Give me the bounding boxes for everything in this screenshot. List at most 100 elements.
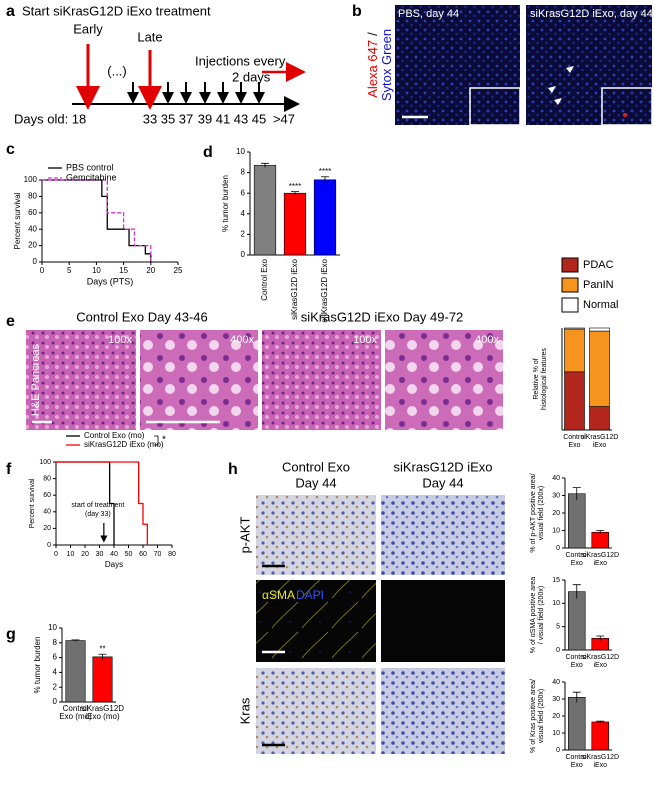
image [256, 668, 376, 754]
y-axis-label: / visual field (200x) [538, 586, 545, 644]
image [262, 330, 381, 430]
legend-label: siKrasG12D iExo (mo) [84, 440, 164, 449]
x-tick-label: iExo [593, 560, 607, 567]
x-tick-label: 15 [119, 266, 128, 275]
significance: **** [289, 182, 301, 191]
bar [92, 656, 113, 703]
column-title: siKrasG12D iExo [394, 459, 493, 474]
stain-label: Alexa 647 [365, 40, 380, 98]
timeline-text: Days old: 18 [14, 111, 86, 126]
y-tick-label: 0 [241, 250, 246, 259]
y-tick-label: 0 [556, 545, 560, 552]
significance: ** [99, 644, 105, 653]
image [381, 495, 505, 575]
x-tick-label: siKrasG12D iExo [290, 258, 299, 319]
error-bar [291, 191, 299, 195]
ihc-images [256, 495, 505, 754]
bar-segment [589, 327, 610, 332]
y-axis-label: histological features [541, 348, 548, 410]
error-bar [572, 691, 581, 703]
bar [567, 696, 586, 751]
day-label: 37 [179, 111, 193, 126]
x-tick-label: siKrasG12D [81, 704, 124, 713]
y-tick-label: 5 [556, 624, 560, 631]
bar-segment [564, 328, 585, 373]
image [381, 668, 505, 754]
image [385, 330, 503, 430]
error-bar [98, 653, 107, 660]
y-axis-label: visual field (200x) [538, 689, 545, 743]
image [140, 330, 258, 430]
day-label: 39 [198, 111, 212, 126]
timeline-text: Early [73, 21, 103, 36]
x-tick-label: 60 [139, 551, 147, 558]
error-bar [572, 584, 581, 599]
significance: * [162, 435, 166, 446]
legend-label: PDAC [583, 259, 614, 271]
x-tick-label: shKrasG12D iExo [320, 258, 329, 322]
y-tick-label: 20 [43, 525, 51, 532]
y-axis-label: % of αSMA positive area [530, 577, 537, 654]
legend-label: Control Exo (mo) [84, 431, 145, 440]
magnification: 100x [353, 334, 377, 346]
bar [313, 179, 337, 256]
x-tick-label: siKrasG12D [581, 434, 619, 441]
timeline-text: Injections every [195, 53, 286, 68]
day-label: >47 [273, 111, 295, 126]
y-tick-label: 100 [24, 175, 38, 184]
legend-label: Normal [583, 299, 618, 311]
timeline-text: (...) [107, 63, 127, 78]
day-label: 35 [161, 111, 175, 126]
y-tick-label: 60 [28, 208, 37, 217]
y-tick-label: 40 [43, 509, 51, 516]
x-tick-label: 10 [92, 266, 101, 275]
image [381, 580, 505, 662]
day-label: 33 [143, 111, 157, 126]
bar-segment [589, 406, 610, 431]
magnification: 400x [475, 334, 499, 346]
annotation: (day 33) [85, 511, 111, 518]
y-axis-label: % of Kras positive area/ [530, 679, 537, 753]
y-tick-label: 8 [241, 168, 246, 177]
x-tick-label: 0 [54, 551, 58, 558]
y-tick-label: 100 [39, 459, 51, 466]
legend-label: PanIN [583, 279, 614, 291]
y-tick-label: 8 [53, 638, 58, 647]
legend-label: Gemcitabine [66, 172, 117, 182]
x-tick-label: 0 [40, 266, 45, 275]
y-tick-label: 2 [53, 682, 58, 691]
y-tick-label: 0 [47, 542, 51, 549]
y-tick-label: 4 [53, 668, 58, 677]
survival-line [56, 461, 148, 545]
panel-label: f [6, 461, 12, 478]
row-label: Kras [237, 697, 252, 724]
x-tick-label: Control [565, 754, 588, 761]
panel-label: h [228, 461, 238, 478]
x-tick-label: 30 [96, 551, 104, 558]
timeline-text: 2 days [232, 69, 271, 84]
x-tick-label: 10 [67, 551, 75, 558]
row-label: p-AKT [237, 517, 252, 554]
column-title: Day 44 [295, 475, 336, 490]
y-tick-label: 20 [552, 713, 560, 720]
y-axis-label: visual field (200x) [538, 486, 545, 540]
separator: / [365, 32, 380, 36]
significance: **** [319, 167, 331, 176]
x-tick-label: siKrasG12D [581, 654, 619, 661]
x-tick-label: Exo [571, 560, 583, 567]
x-tick-label: Control [565, 654, 588, 661]
day-label: 41 [216, 111, 230, 126]
error-bar [321, 176, 329, 183]
x-tick-label: iExo (mo) [85, 712, 120, 721]
bar [591, 531, 610, 549]
inset [601, 87, 653, 126]
bar [65, 640, 86, 703]
y-tick-label: 20 [552, 510, 560, 517]
x-tick-label: Exo (mo) [59, 712, 92, 721]
y-tick-label: 80 [28, 192, 37, 201]
y-tick-label: 30 [552, 696, 560, 703]
bar [591, 721, 610, 751]
y-tick-label: 10 [552, 730, 560, 737]
x-tick-label: iExo [593, 442, 607, 449]
